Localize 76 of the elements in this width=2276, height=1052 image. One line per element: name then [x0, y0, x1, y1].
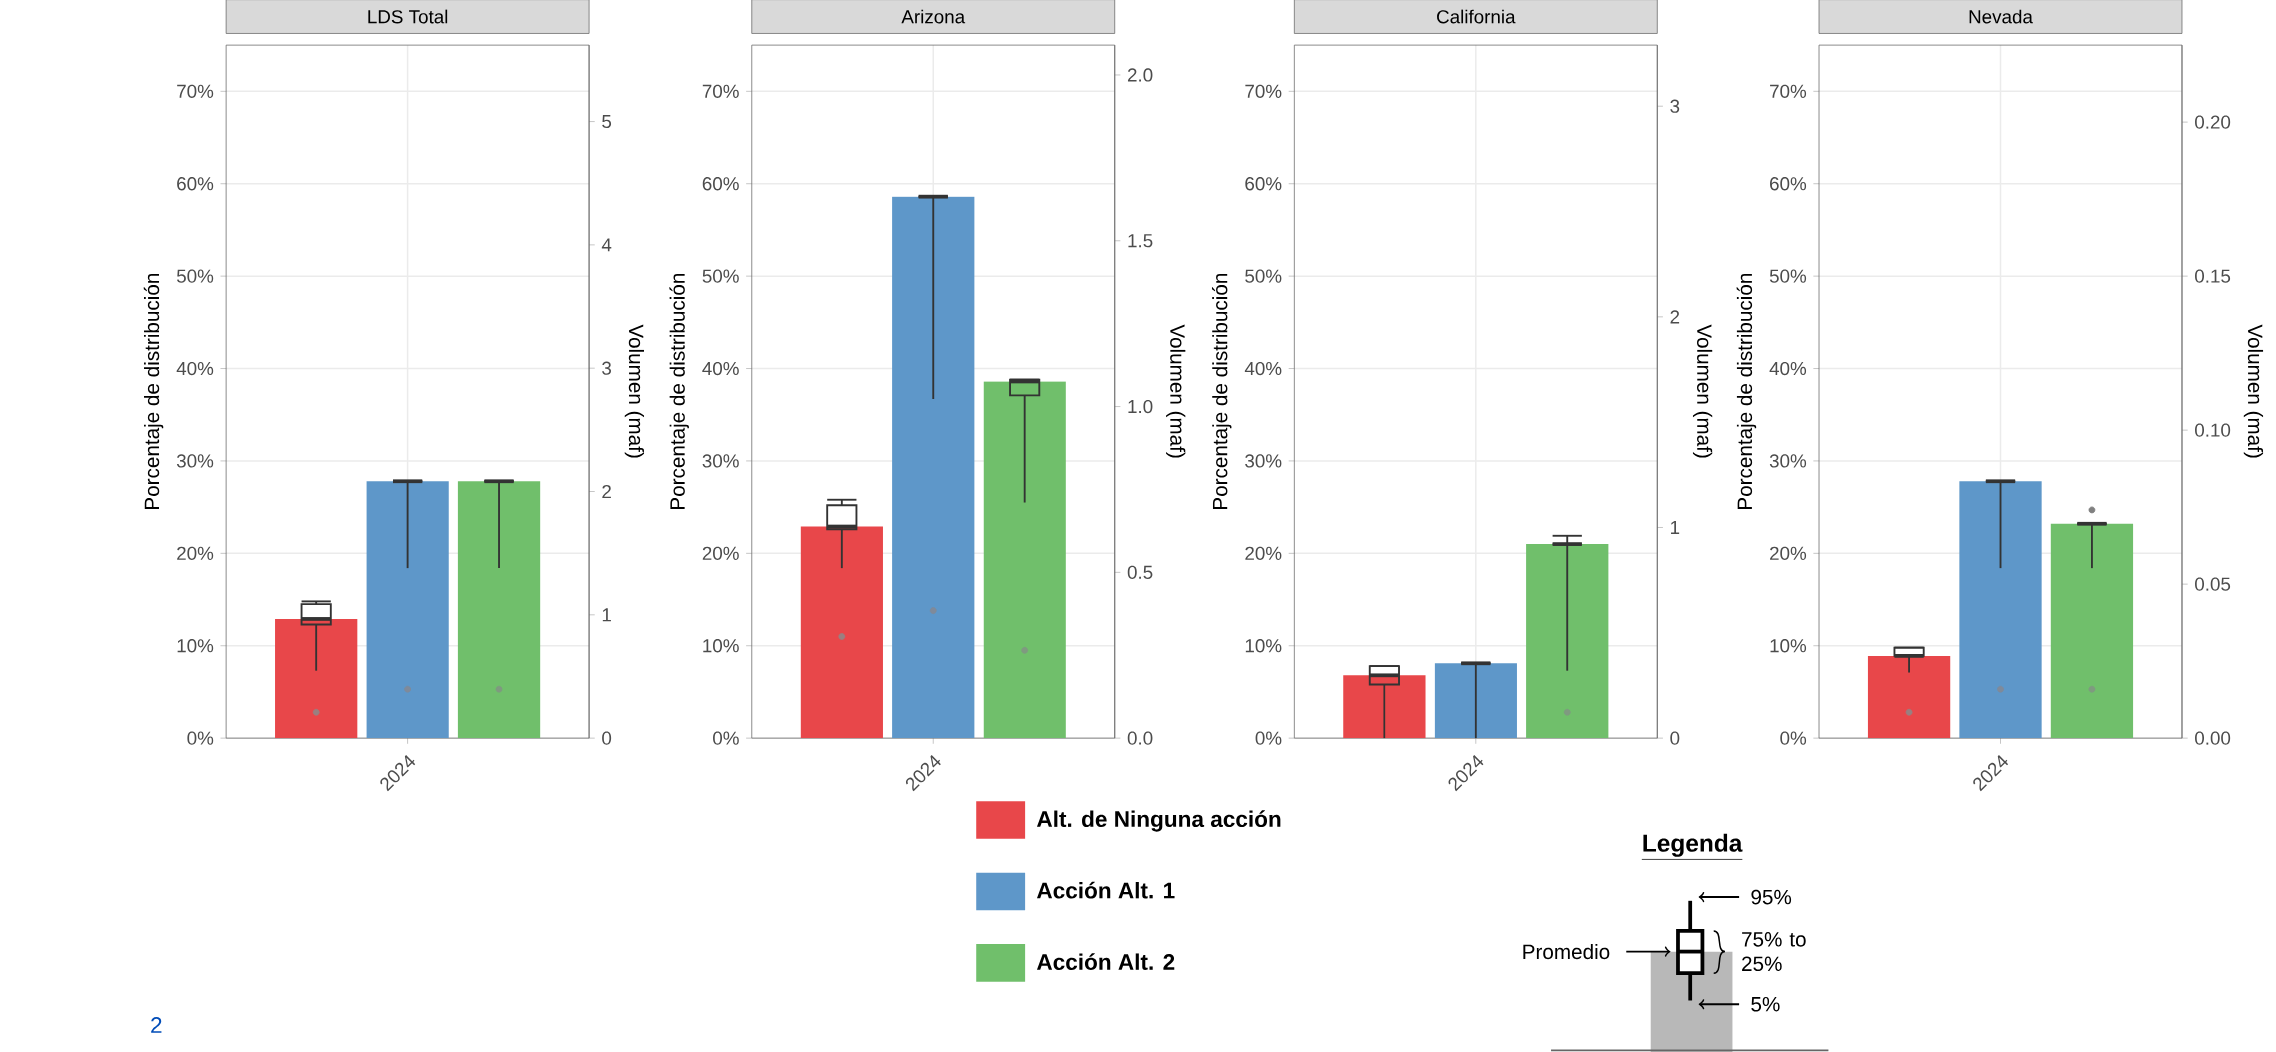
text: Promedio [1523, 943, 1610, 960]
point [929, 607, 937, 614]
y2-tick-label: 1.5 [1128, 234, 1153, 248]
y-tick-label: 60% [1770, 176, 1807, 191]
y2-axis-title: Volumen (maf) [1692, 324, 1713, 458]
y-tick-label: 40% [1769, 361, 1807, 376]
y-tick-label: 30% [176, 454, 214, 468]
y-tick-label: 20% [702, 546, 739, 560]
y-axis-title: Porcentaje de distribución [143, 273, 164, 509]
y-tick-label: 10% [1770, 638, 1807, 653]
y-tick-label: 20% [1770, 546, 1807, 560]
y-tick-label: 0% [1255, 731, 1282, 745]
y-axis-title: Porcentaje de distribución [1211, 273, 1232, 509]
y-tick-label: 30% [1769, 454, 1807, 468]
y-tick-label: 70% [1245, 84, 1282, 98]
y2-tick-label: 0.10 [2195, 423, 2231, 437]
y2-axis-title: Volumen (maf) [2243, 324, 2264, 458]
y-tick-label: 10% [1245, 638, 1282, 653]
y-tick-label: 70% [1770, 84, 1807, 98]
chart-title: California [1437, 9, 1516, 24]
y2-tick-label: 0.05 [2195, 577, 2231, 591]
y-tick-label: 30% [1245, 454, 1282, 468]
text: 75% to 25% [1742, 932, 1806, 971]
y2-tick-label: 5 [602, 114, 612, 129]
y-tick-label: 0% [1780, 731, 1807, 745]
y-tick-label: 40% [702, 361, 739, 376]
text: 2 [151, 1016, 162, 1033]
y-tick-label: 50% [1769, 269, 1807, 283]
y-tick-label: 50% [1245, 269, 1282, 283]
y2-tick-label: 0.00 [2195, 731, 2231, 745]
y-tick-label: 60% [177, 176, 214, 191]
y2-tick-label: 2.0 [1127, 68, 1153, 82]
y-tick-label: 50% [176, 269, 214, 283]
y-axis-title: Porcentaje de distribución [669, 273, 689, 509]
y2-tick-label: 0 [602, 731, 612, 745]
y2-tick-label: 0.15 [2195, 269, 2231, 283]
y-tick-label: 20% [1245, 546, 1282, 560]
y-tick-label: 50% [702, 269, 739, 283]
y2-axis-title: Volumen (maf) [624, 324, 645, 458]
point [1021, 646, 1029, 654]
y2-tick-label: 3 [1670, 99, 1680, 113]
y2-tick-label: 0.5 [1127, 565, 1153, 579]
text: 5% [1751, 996, 1780, 1012]
y-tick-label: 10% [703, 638, 739, 653]
y-tick-label: 60% [702, 176, 739, 191]
y-tick-label: 0% [187, 731, 214, 745]
y2-tick-label: 1.0 [1128, 399, 1153, 414]
y2-tick-label: 1 [602, 608, 611, 622]
chart-title: Arizona [901, 9, 966, 24]
y2-tick-label: 3 [602, 361, 612, 375]
legend-label: Acción Alt. 1 [1036, 881, 1175, 899]
y-tick-label: 70% [177, 84, 214, 98]
text: Legenda [1643, 833, 1743, 857]
y2-tick-label: 1 [1671, 520, 1680, 534]
y2-tick-label: 2 [602, 484, 611, 498]
y-tick-label: 40% [1244, 361, 1282, 376]
y-tick-label: 10% [177, 638, 214, 653]
y-tick-label: 30% [702, 454, 739, 468]
y-tick-label: 40% [176, 361, 214, 376]
y2-tick-label: 0.0 [1127, 731, 1153, 745]
chart-title: LDS Total [368, 9, 448, 24]
legend-label: Alt. de Ninguna acción [1036, 810, 1281, 832]
y-tick-label: 0% [713, 731, 739, 745]
chart-title: Nevada [1969, 9, 2033, 24]
y-tick-label: 20% [177, 546, 214, 560]
legend-label: Acción Alt. 2 [1036, 953, 1175, 970]
y-axis-title: Porcentaje de distribución [1736, 273, 1757, 509]
point [838, 633, 846, 640]
text: 95% [1751, 889, 1792, 905]
y2-tick-label: 0.20 [2195, 115, 2231, 129]
y2-tick-label: 4 [601, 238, 612, 252]
y2-axis-title: Volumen (maf) [1166, 324, 1186, 458]
y-tick-label: 60% [1245, 176, 1282, 191]
y2-tick-label: 2 [1670, 310, 1680, 324]
y-tick-label: 70% [702, 84, 739, 98]
y2-tick-label: 0 [1670, 731, 1680, 745]
